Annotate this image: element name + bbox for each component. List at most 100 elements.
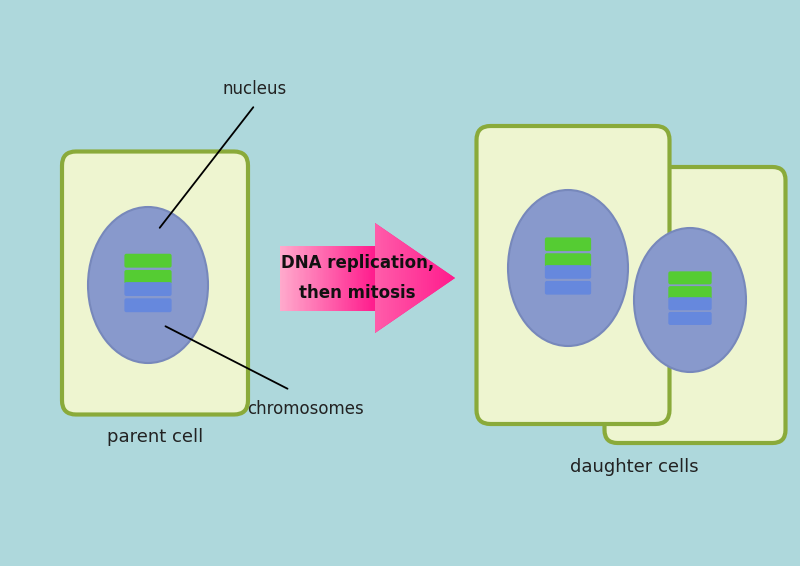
Polygon shape [417,252,419,304]
Polygon shape [423,256,425,300]
Polygon shape [407,245,409,311]
Polygon shape [433,263,435,293]
Bar [334,246,336,311]
Bar [306,246,307,311]
Bar [307,246,309,311]
Polygon shape [391,234,393,322]
Polygon shape [429,260,431,296]
Bar [356,246,357,311]
Polygon shape [425,258,427,299]
Bar [282,246,283,311]
Polygon shape [401,241,403,315]
Bar [314,246,316,311]
Bar [369,246,370,311]
Polygon shape [389,233,391,323]
Bar [337,246,338,311]
Polygon shape [397,238,399,318]
FancyBboxPatch shape [125,298,172,312]
Polygon shape [413,249,415,307]
Polygon shape [453,277,455,280]
Bar [343,246,344,311]
Bar [332,246,334,311]
Ellipse shape [634,228,746,372]
Bar [342,246,343,311]
Polygon shape [409,246,411,310]
FancyBboxPatch shape [668,271,712,284]
Bar [286,246,287,311]
Polygon shape [443,270,445,286]
Polygon shape [405,243,407,312]
Bar [329,246,330,311]
Bar [320,246,322,311]
Polygon shape [393,235,395,320]
Bar [297,246,298,311]
Bar [288,246,290,311]
Bar [325,246,326,311]
Polygon shape [451,275,453,281]
Polygon shape [445,271,447,285]
Bar [363,246,364,311]
Bar [324,246,325,311]
Bar [305,246,306,311]
Polygon shape [411,248,413,308]
Bar [341,246,342,311]
Bar [319,246,320,311]
Ellipse shape [88,207,208,363]
FancyBboxPatch shape [545,237,591,251]
Bar [355,246,356,311]
Polygon shape [431,261,433,294]
Bar [309,246,310,311]
FancyBboxPatch shape [668,312,712,325]
FancyBboxPatch shape [62,152,248,414]
Bar [374,246,375,311]
Polygon shape [447,272,449,284]
FancyBboxPatch shape [125,282,172,296]
Bar [327,246,329,311]
Text: parent cell: parent cell [107,428,203,447]
FancyBboxPatch shape [545,253,591,267]
Bar [322,246,324,311]
Bar [283,246,285,311]
Bar [351,246,353,311]
Polygon shape [379,226,381,330]
Bar [371,246,373,311]
Bar [287,246,288,311]
Polygon shape [419,253,421,303]
Bar [312,246,314,311]
Polygon shape [403,242,405,314]
Bar [362,246,363,311]
Bar [364,246,366,311]
Polygon shape [395,237,397,319]
Bar [326,246,327,311]
FancyBboxPatch shape [477,126,670,424]
Polygon shape [375,223,377,333]
Bar [304,246,305,311]
Bar [310,246,311,311]
Text: then mitosis: then mitosis [299,284,416,302]
Polygon shape [385,230,387,326]
Polygon shape [427,259,429,297]
Bar [338,246,339,311]
Bar [316,246,317,311]
Bar [302,246,304,311]
Text: DNA replication,: DNA replication, [281,254,434,272]
Bar [353,246,354,311]
FancyBboxPatch shape [668,297,712,310]
Bar [357,246,358,311]
Text: nucleus: nucleus [223,80,287,98]
Polygon shape [399,239,401,316]
Bar [344,246,346,311]
FancyBboxPatch shape [605,167,786,443]
Bar [370,246,371,311]
Bar [349,246,350,311]
Bar [339,246,341,311]
Bar [368,246,369,311]
Ellipse shape [508,190,628,346]
Polygon shape [377,224,379,332]
Polygon shape [441,268,443,288]
Polygon shape [381,227,383,329]
Bar [311,246,312,311]
Bar [318,246,319,311]
Bar [292,246,293,311]
Bar [348,246,349,311]
